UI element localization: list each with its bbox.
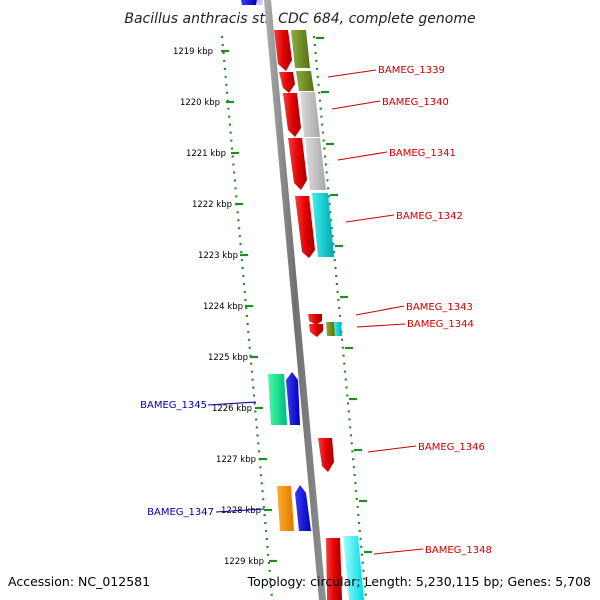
- cds-arrow: [318, 438, 334, 472]
- cds-arrow: [308, 314, 322, 325]
- gene-feature: [300, 92, 320, 137]
- label-leader: [367, 445, 417, 453]
- cds-arrow: [288, 138, 307, 190]
- gene-feature: [268, 374, 287, 425]
- gene-label: BAMEG_1340: [382, 97, 449, 108]
- gene-label: BAMEG_1344: [407, 319, 474, 330]
- gene-feature: [291, 30, 310, 68]
- tick-label: 1227 kbp: [216, 455, 256, 465]
- tick-label: 1225 kbp: [208, 353, 248, 363]
- tick-label: 1224 kbp: [203, 302, 243, 312]
- label-leader: [215, 508, 265, 513]
- reverse-gene-features: [268, 372, 311, 531]
- label-leader: [327, 69, 377, 78]
- accession-text: Accession: NC_012581: [8, 574, 150, 589]
- tick-labels: 1219 kbp 1220 kbp 1221 kbp 1222 kbp 1223…: [173, 47, 264, 567]
- tick-label: 1219 kbp: [173, 47, 213, 57]
- gene-label: BAMEG_1345: [140, 400, 207, 411]
- gene-feature: [343, 536, 364, 600]
- label-leader: [207, 401, 257, 406]
- gene-feature: [312, 193, 334, 257]
- forward-cds-group: [274, 30, 342, 600]
- cds-arrow: [309, 324, 323, 337]
- forward-gene-features: [291, 30, 364, 600]
- gene-label: BAMEG_1347: [147, 507, 214, 518]
- gene-label: BAMEG_1339: [378, 65, 445, 76]
- gene-feature: [305, 138, 326, 190]
- gene-feature: [277, 486, 294, 531]
- label-leader: [345, 214, 395, 223]
- map-title: Bacillus anthracis str. CDC 684, complet…: [124, 11, 475, 27]
- tick-label: 1226 kbp: [212, 404, 252, 414]
- label-leader: [373, 548, 424, 555]
- gene-label: BAMEG_1346: [418, 442, 485, 453]
- gene-feature: [334, 322, 342, 336]
- tick-label: 1220 kbp: [180, 98, 220, 108]
- tick-label: 1221 kbp: [186, 149, 226, 159]
- tick-label: 1229 kbp: [224, 557, 264, 567]
- tick-marks: [221, 36, 372, 563]
- gene-feature: [296, 71, 314, 91]
- gene-labels: BAMEG_1339 BAMEG_1340 BAMEG_1341 BAMEG_1…: [140, 65, 492, 556]
- label-leader: [356, 323, 406, 328]
- gene-label: BAMEG_1343: [406, 302, 473, 313]
- cds-arrow: [274, 30, 292, 71]
- tick-label: 1223 kbp: [198, 251, 238, 261]
- cds-arrow: [283, 93, 301, 137]
- label-leader: [331, 100, 381, 110]
- gene-label: BAMEG_1348: [425, 545, 492, 556]
- genome-summary-text: Topology: circular; Length: 5,230,115 bp…: [247, 574, 591, 589]
- gene-label: BAMEG_1341: [389, 148, 456, 159]
- tick-label: 1222 kbp: [192, 200, 232, 210]
- partial-feature-top: [241, 0, 257, 5]
- gene-feature: [326, 322, 335, 336]
- cds-arrow: [286, 372, 300, 425]
- cds-arrow: [279, 72, 295, 93]
- cds-arrow: [295, 196, 315, 258]
- tick-label: 1228 kbp: [221, 506, 261, 516]
- label-leader: [337, 151, 388, 161]
- genome-backbone: [264, 0, 326, 600]
- gene-label: BAMEG_1342: [396, 211, 463, 222]
- cds-arrow: [295, 485, 311, 531]
- cds-arrow: [326, 538, 342, 600]
- label-leader: [355, 305, 405, 316]
